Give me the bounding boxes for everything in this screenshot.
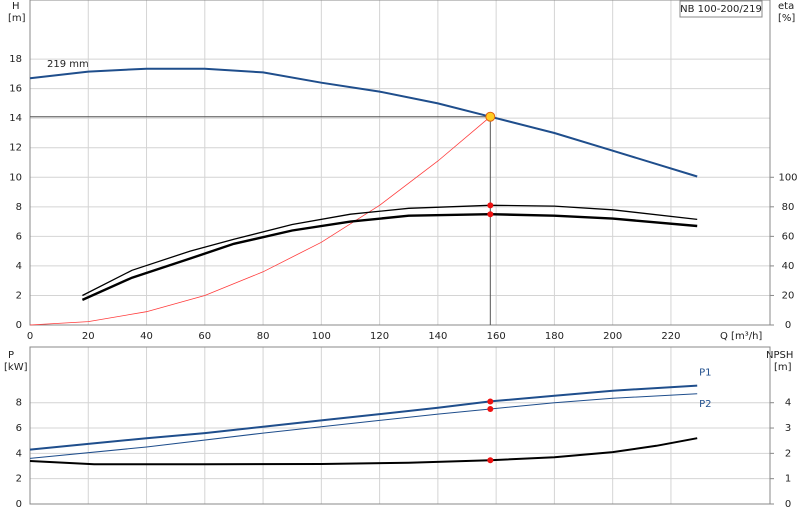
y2-tick-label: 60	[782, 231, 795, 242]
y-unit: [m]	[8, 13, 26, 24]
x-tick-label: 200	[603, 331, 622, 342]
x-tick-label: 220	[661, 331, 680, 342]
x-tick-label: 180	[545, 331, 564, 342]
y-tick-label: 0	[16, 499, 22, 510]
y-tick-label: 2	[16, 474, 22, 485]
y-tick-label: 6	[16, 231, 22, 242]
y2-unit: [m]	[774, 362, 792, 373]
y2-label: eta	[778, 1, 794, 12]
y2-tick-label: 0	[785, 499, 791, 510]
y-tick-label: 0	[16, 320, 22, 331]
y2-tick-label: 40	[782, 261, 795, 272]
y-unit: [kW]	[4, 362, 28, 373]
y-label: H	[12, 1, 20, 12]
y-tick-label: 14	[9, 113, 22, 124]
y2-tick-label: 80	[782, 202, 795, 213]
operating-dot	[487, 398, 494, 405]
y2-label: NPSH	[766, 350, 793, 361]
operating-dot	[487, 211, 494, 218]
y-tick-label: 16	[9, 84, 22, 95]
curve	[29, 116, 491, 326]
y2-tick-label: 2	[785, 448, 791, 459]
curve	[81, 212, 698, 301]
curve	[29, 67, 698, 178]
y2-tick-label: 4	[785, 398, 791, 409]
curve	[29, 437, 698, 466]
x-tick-label: 0	[27, 331, 33, 342]
y-tick-label: 12	[9, 143, 22, 154]
operating-dot	[487, 202, 494, 209]
y-tick-label: 8	[16, 398, 22, 409]
title-box	[679, 0, 763, 18]
x-tick-label: 40	[140, 331, 153, 342]
y2-tick-label: 100	[778, 172, 797, 183]
y-label: P	[8, 350, 14, 361]
y-tick-label: 18	[9, 54, 22, 65]
operating-dot	[487, 457, 494, 464]
x-tick-label: 120	[370, 331, 389, 342]
y-tick-label: 6	[16, 423, 22, 434]
y2-unit: [%]	[778, 13, 795, 24]
duty-point	[485, 111, 496, 122]
x-tick-label: 80	[257, 331, 270, 342]
impeller-label: 219 mm	[47, 59, 89, 70]
x-tick-label: 60	[198, 331, 211, 342]
x-label: Q [m³/h]	[720, 331, 762, 342]
y-tick-label: 8	[16, 202, 22, 213]
y2-tick-label: 1	[785, 474, 791, 485]
curve	[82, 204, 698, 297]
y-tick-label: 10	[9, 172, 22, 183]
y-tick-label: 2	[16, 290, 22, 301]
x-tick-label: 20	[82, 331, 95, 342]
operating-dot	[487, 406, 494, 413]
series-label: P2	[699, 399, 711, 410]
plot-frame	[29, 346, 771, 505]
chart-title: NB 100-200/219	[680, 4, 762, 15]
y2-tick-label: 3	[785, 423, 791, 434]
curve	[29, 393, 698, 459]
curve	[29, 384, 698, 451]
x-tick-label: 160	[487, 331, 506, 342]
y-tick-label: 4	[16, 448, 22, 459]
plot-frame	[29, 0, 771, 326]
series-label: P1	[699, 368, 711, 379]
x-tick-label: 100	[312, 331, 331, 342]
y2-tick-label: 0	[785, 320, 791, 331]
x-tick-label: 140	[428, 331, 447, 342]
y-tick-label: 4	[16, 261, 22, 272]
y2-tick-label: 20	[782, 290, 795, 301]
